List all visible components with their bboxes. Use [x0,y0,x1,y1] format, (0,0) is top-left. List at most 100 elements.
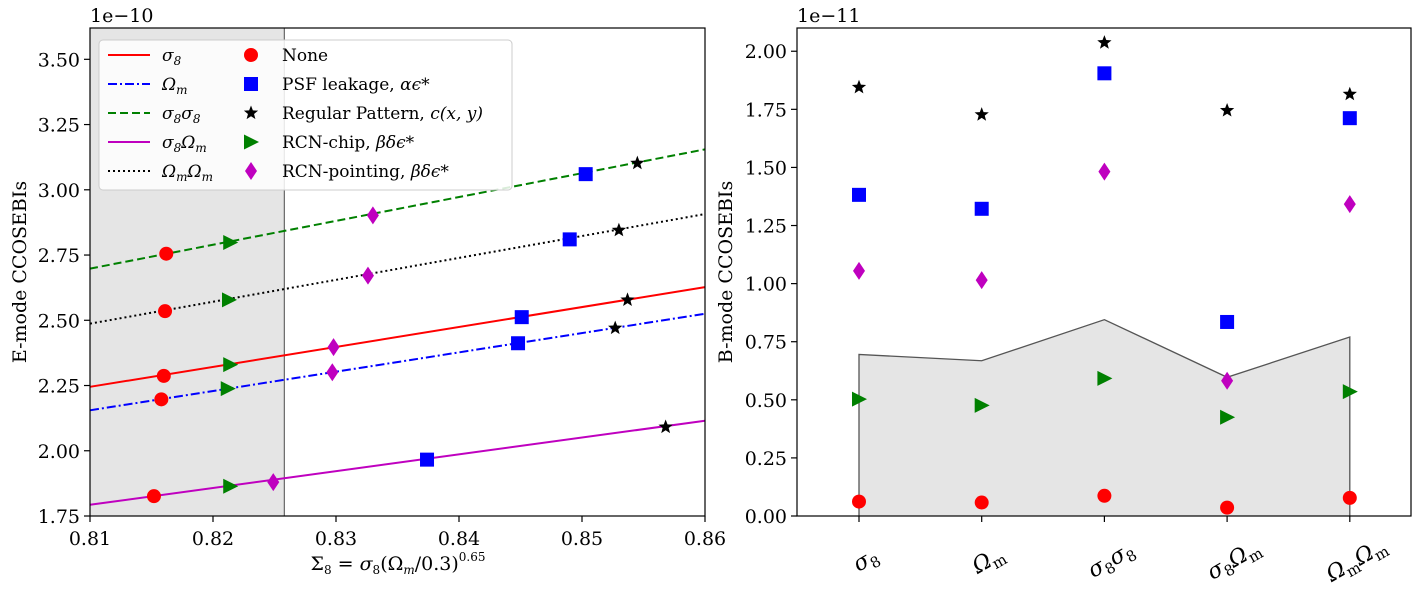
y-axis-label: E-mode CCOSEBIs [9,181,31,363]
legend-line-label-4: ΩmΩm [161,162,213,184]
legend-sym2: Ω [180,133,195,153]
y-tick-label: 2.50 [38,310,80,332]
legend-sym: σ [162,46,174,66]
x-label-sup: 0.65 [459,550,486,564]
b-mode-point-star-1 [974,107,989,121]
y-tick-label-right: 2.00 [745,41,787,63]
y-tick-label-right: 0.50 [745,390,787,412]
x-label-sub: 8 [324,563,332,577]
b-mode-point-diamond-0 [853,261,865,280]
category-label-0: σ8 [849,543,884,580]
category-label-3: σ8Ωm [1203,535,1266,588]
x-label-paren: (Ω [380,553,403,575]
data-point-diamond-10 [366,206,379,225]
b-mode-point-square-1 [974,201,989,216]
legend-marker-math: βδϵ* [375,133,415,153]
x-tick-label: 0.81 [69,528,111,550]
category-label-2: σ8σ8 [1084,537,1141,586]
legend-sub: 8 [174,112,182,126]
data-point-diamond-13 [326,363,339,382]
data-point-square-19 [420,452,435,467]
y-tick-label-right: 1.50 [745,157,787,179]
legend-box [98,39,513,191]
y-axis-exponent-right: 1e−11 [797,5,860,27]
x-tick-label: 0.85 [561,528,603,550]
data-point-triangle-8 [220,381,236,397]
y-tick-label: 2.00 [38,441,80,463]
b-mode-point-triangle-4 [1342,384,1358,400]
category-label-4: ΩmΩm [1321,533,1392,590]
y-tick-label: 2.75 [38,245,80,267]
legend-marker-label-3: RCN-chip, βδϵ* [282,133,415,153]
b-mode-point-circle-3 [1220,500,1235,515]
legend-marker-label-0: None [282,46,328,66]
legend-sub2: 8 [193,112,201,126]
plot-frame [89,27,706,517]
b-mode-point-triangle-3 [1220,409,1236,425]
b-mode-point-circle-1 [974,495,989,510]
legend-marker-text: None [282,46,328,66]
legend-marker-star [243,105,259,120]
legend-sub: 8 [174,54,182,68]
y-tick-label: 1.75 [38,506,80,528]
data-point-triangle-7 [223,357,239,373]
y-tick-label: 3.50 [38,49,80,71]
b-mode-point-star-0 [851,79,867,94]
y-tick-label: 3.25 [38,115,80,137]
x-axis-label: Σ8 = σ8(Ωm/0.3)0.65 [311,550,486,577]
legend-sym2: Ω [187,162,202,182]
b-mode-point-triangle-1 [974,397,990,413]
data-point-square-17 [514,310,529,325]
x-tick-label: 0.84 [438,528,480,550]
data-point-star-23 [608,320,623,335]
legend-marker-square [244,77,258,91]
b-mode-point-square-2 [1097,66,1112,81]
series-line-om [89,312,706,412]
legend-marker-math: βδϵ* [410,162,450,182]
b-mode-point-square-3 [1220,314,1235,329]
legend-sub: m [176,83,187,97]
x-tick-label: 0.86 [684,528,726,550]
data-point-star-22 [620,292,635,306]
legend-marker-math: αϵ* [400,75,430,95]
data-point-square-18 [511,336,526,351]
legend-marker-text: RCN-pointing, [282,162,411,182]
b-mode-point-star-2 [1097,35,1112,49]
x-label-sub2: 8 [373,563,381,577]
data-point-square-15 [578,167,593,182]
y-tick-label-right: 1.75 [745,99,787,121]
legend-marker-text: RCN-chip, [282,133,376,153]
data-point-star-21 [611,222,627,237]
legend-sym: Ω [161,75,176,95]
legend-line-label-0: σ8 [162,46,182,68]
legend-sub2: m [195,141,206,155]
data-point-triangle-5 [223,235,239,251]
series-line-s8 [89,286,706,388]
y-tick-label: 3.00 [38,180,80,202]
b-mode-point-circle-2 [1097,488,1112,503]
legend-sub: m [176,170,187,184]
data-point-star-20 [630,155,645,170]
legend-marker-circle [244,48,258,62]
b-mode-point-star-3 [1219,103,1235,117]
legend-marker-label-1: PSF leakage, αϵ* [282,75,430,95]
legend-marker-math: c(x, y) [430,104,483,124]
b-mode-noise-area [859,319,1350,516]
legend-sub2: m [202,170,213,184]
legend-marker-diamond [245,162,257,180]
legend-sym: σ [162,133,174,153]
left-panel-e-mode: 0.81 0.82 0.83 0.84 0.85 0.86 1.75 2.00 2.25 2.50… [9,5,726,577]
x-tick-label: 0.82 [192,528,234,550]
b-mode-point-triangle-2 [1097,370,1113,386]
legend-sym2: σ [181,104,193,124]
y-tick-label-right: 0.25 [745,448,787,470]
y-axis-label-right: B-mode CCOSEBIs [715,181,737,363]
legend-line-label-3: σ8Ωm [162,133,207,155]
data-point-diamond-11 [361,266,374,285]
legend-marker-label-2: Regular Pattern, c(x, y) [282,104,483,124]
data-point-triangle-9 [223,478,239,494]
legend-line-label-1: Ωm [161,75,188,97]
